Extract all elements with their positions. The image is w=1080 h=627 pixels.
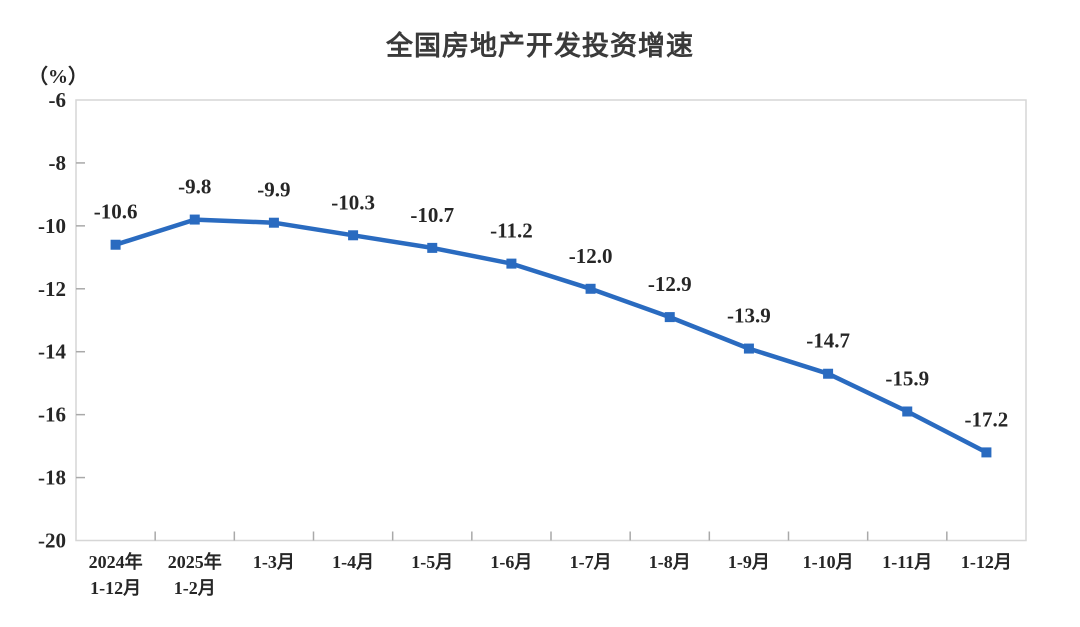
data-point-marker <box>268 217 279 228</box>
data-point-marker <box>427 242 438 253</box>
x-tick-label: 1-7月 <box>570 552 612 572</box>
data-label: -17.2 <box>965 407 1009 431</box>
y-tick-label: -18 <box>38 466 66 490</box>
data-label: -9.8 <box>178 175 211 199</box>
data-label: -13.9 <box>727 304 771 328</box>
y-tick-label: -16 <box>38 403 66 427</box>
x-tick-label: 1-3月 <box>253 552 295 572</box>
data-point-marker <box>981 447 992 458</box>
x-tick-label: 1-12月 <box>90 578 141 598</box>
data-label: -12.0 <box>569 244 613 268</box>
data-label: -10.7 <box>410 203 454 227</box>
y-tick-label: -6 <box>49 88 67 112</box>
x-tick-label: 2024年 <box>89 551 143 572</box>
data-point-marker <box>189 214 200 225</box>
y-tick-label: -12 <box>38 277 66 301</box>
x-tick-label: 2025年 <box>168 551 222 572</box>
data-point-marker <box>110 239 121 250</box>
y-tick-label: -10 <box>38 214 66 238</box>
data-point-marker <box>902 406 913 417</box>
x-tick-label: 1-8月 <box>649 552 691 572</box>
x-tick-label: 1-9月 <box>728 552 770 572</box>
data-point-marker <box>506 258 517 269</box>
x-tick-label: 1-5月 <box>411 552 453 572</box>
x-tick-label: 1-6月 <box>490 552 532 572</box>
data-label: -9.9 <box>257 178 290 202</box>
data-point-marker <box>348 230 359 241</box>
y-tick-label: -14 <box>38 340 66 364</box>
data-point-marker <box>585 283 596 294</box>
data-label: -10.6 <box>94 200 138 224</box>
data-point-marker <box>823 368 834 379</box>
series-line <box>113 217 989 455</box>
data-label: -14.7 <box>806 329 850 353</box>
x-tick-label: 1-12月 <box>961 552 1012 572</box>
data-label: -12.9 <box>648 272 692 296</box>
y-axis-unit-label: （%） <box>28 66 88 88</box>
y-tick-label: -8 <box>49 151 67 175</box>
data-point-marker <box>743 343 754 354</box>
x-tick-label: 1-4月 <box>332 552 374 572</box>
x-tick-label: 1-2月 <box>174 578 216 598</box>
data-label: -11.2 <box>490 219 533 243</box>
data-label: -10.3 <box>331 190 375 214</box>
data-label: -15.9 <box>885 366 929 390</box>
x-tick-label: 1-11月 <box>882 552 932 572</box>
chart-title: 全国房地产开发投资增速 <box>386 31 694 61</box>
plot-border <box>75 99 1027 542</box>
y-tick-label: -20 <box>38 529 66 553</box>
data-point-marker <box>664 312 675 323</box>
x-tick-label: 1-10月 <box>803 552 854 572</box>
